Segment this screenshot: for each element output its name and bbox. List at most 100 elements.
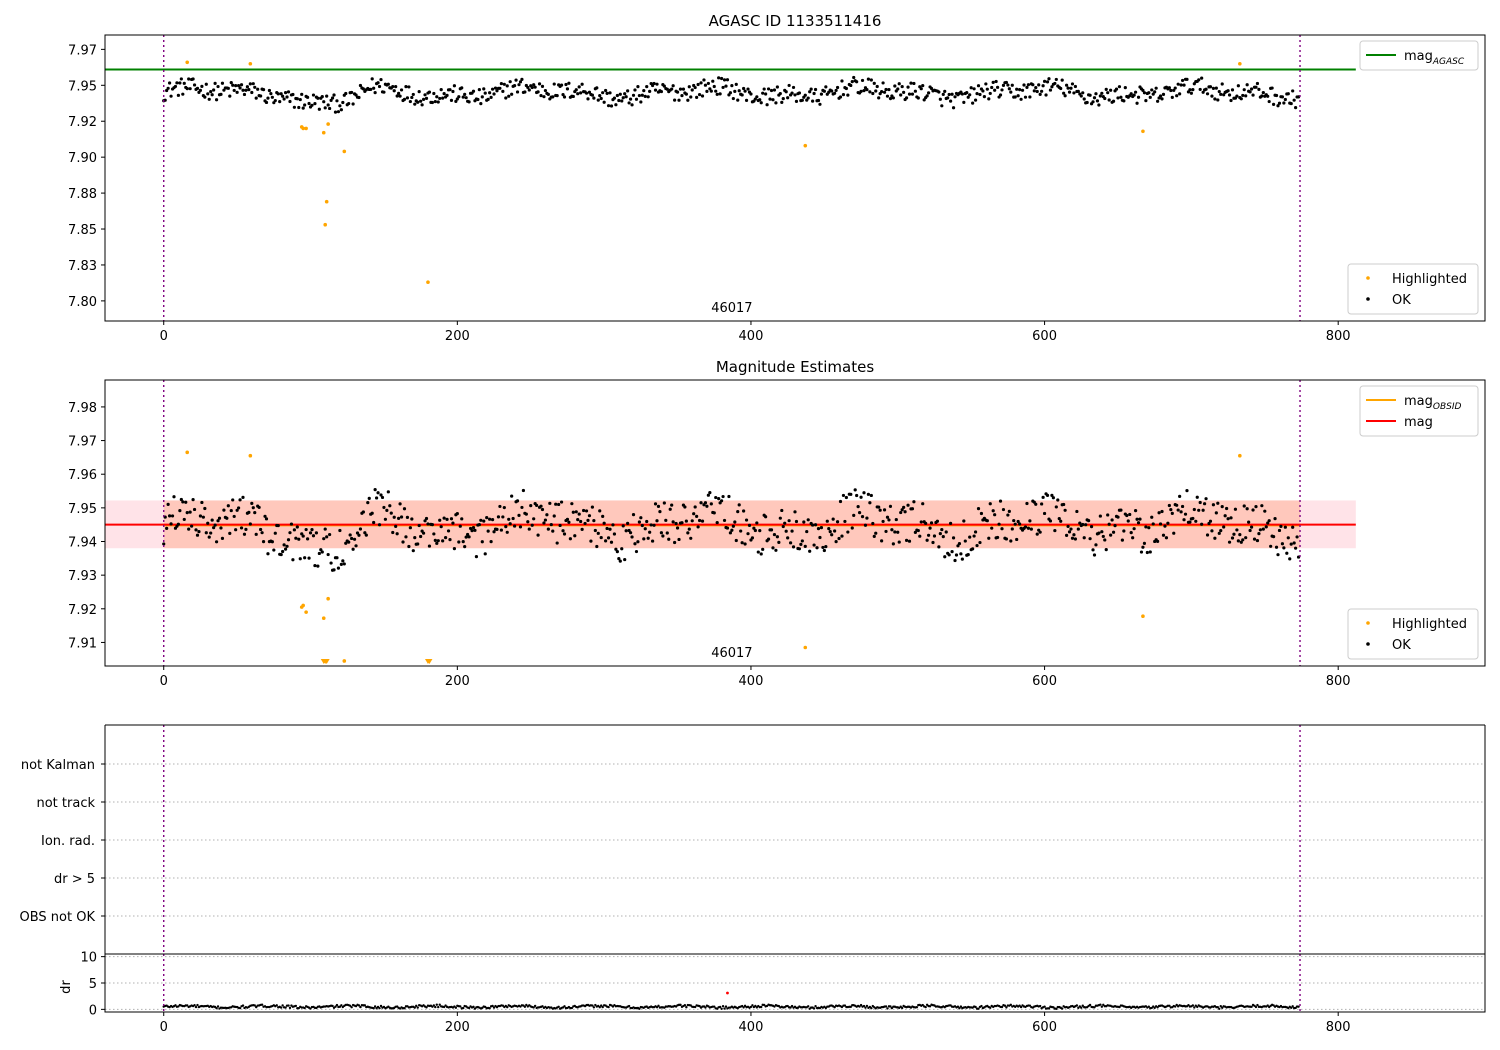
p0-ok-point-315: [624, 95, 628, 99]
p3-dr-point-293: [592, 1006, 596, 1009]
p1-ok-point-38: [217, 516, 222, 520]
p0-ok-point-468: [849, 83, 853, 88]
p1-ok-point-223: [489, 539, 493, 544]
p1-ok-point-239: [512, 524, 517, 528]
p0-ok-point-51: [236, 84, 241, 88]
p0-ok-point-547: [965, 91, 969, 95]
p1-ok-point-462: [840, 534, 844, 538]
p0-ok-point-737: [1244, 94, 1248, 98]
p1-ok-point-203: [460, 517, 464, 521]
p1-ok-point-202: [458, 524, 462, 528]
p0-ok-point-72: [267, 88, 272, 93]
p1-ok-point-730: [1233, 507, 1238, 511]
p0-ok-point-189: [439, 88, 443, 92]
p1-ok-point-204: [461, 540, 465, 544]
p0-ok-point-311: [618, 92, 622, 96]
p3-dr-point-247: [525, 1003, 528, 1007]
p1-ok-point-360: [690, 519, 694, 523]
p1-ok-point-523: [929, 521, 934, 525]
p1-ok-point-482: [869, 493, 873, 498]
p0-ok-point-285: [580, 82, 584, 86]
p1-ok-point-748: [1260, 504, 1264, 508]
p1-ok-point-772: [1295, 535, 1299, 539]
p1-ok-point-476: [860, 515, 865, 519]
p1-ok-point-574: [1004, 537, 1009, 541]
p1-ok-point-556: [978, 540, 982, 545]
p1-ytick-label-2: 7.93: [68, 569, 97, 584]
p0-ok-point-766: [1286, 92, 1290, 96]
p0-ok-point-171: [413, 102, 417, 106]
p0-ok-point-48: [232, 88, 236, 93]
p0-ok-point-721: [1220, 82, 1224, 86]
p1-ok-point-242: [517, 513, 521, 517]
p1-ok-point-211: [471, 525, 476, 530]
p0-ok-point-511: [912, 81, 916, 86]
p1-ok-point-693: [1179, 510, 1183, 514]
p3-dr-point-400: [749, 1005, 753, 1009]
p1-ok-point-485: [874, 531, 878, 535]
p3-dr-point-258: [541, 1005, 544, 1008]
p1-frame: [104, 379, 1486, 667]
p3-dr-point-36: [215, 1007, 218, 1010]
p1-ok-point-405: [756, 550, 760, 554]
p0-ok-point-95: [301, 106, 305, 110]
p1-ok-point-451: [824, 545, 828, 549]
p0-highlighted-point-5: [321, 130, 326, 135]
p1-ok-point-145: [374, 496, 379, 500]
p0-ok-point-98: [305, 95, 310, 99]
p1-ok-point-610: [1057, 517, 1061, 521]
p0-ok-point-424: [784, 90, 788, 94]
p0-ok-point-266: [552, 82, 556, 86]
p1-ok-point-414: [769, 528, 774, 532]
p3-dr-point-382: [723, 1007, 726, 1010]
p1-ok-point-695: [1182, 518, 1186, 522]
p1-ok-point-316: [626, 521, 630, 525]
p1-ok-point-622: [1075, 509, 1079, 514]
p3-dr-point-571: [1000, 1005, 1004, 1009]
p0-ok-point-321: [633, 88, 637, 92]
p0-ok-point-477: [862, 89, 866, 93]
p3-dr-point-428: [790, 1004, 794, 1008]
p0-ok-point-745: [1255, 81, 1260, 86]
p0-ok-point-501: [897, 82, 901, 86]
p0-ok-point-164: [402, 97, 407, 101]
p0-ok-point-99: [307, 101, 311, 106]
p3-dr-point-297: [598, 1005, 601, 1009]
p1-ok-point-351: [677, 537, 681, 542]
p1-ok-point-349: [674, 521, 678, 526]
p3-dr-point-542: [958, 1007, 961, 1010]
p1-ok-point-530: [940, 527, 944, 532]
p0-ok-point-404: [755, 95, 759, 99]
p0-points: [162, 60, 1301, 284]
p3-dr-point-185: [434, 1005, 437, 1009]
p0-ok-point-348: [673, 98, 677, 102]
p1-ok-point-653: [1120, 538, 1124, 542]
p0-ok-point-744: [1254, 85, 1258, 89]
p1-ok-point-215: [477, 522, 481, 527]
p0-ok-point-593: [1032, 89, 1036, 93]
p1-title: Magnitude Estimates: [716, 358, 874, 376]
p1-ok-point-732: [1236, 539, 1240, 543]
p1-ok-point-712: [1207, 521, 1211, 526]
p1-ok-point-297: [598, 509, 602, 513]
p3-dr-point-395: [742, 1006, 745, 1009]
p0-ok-point-313: [621, 96, 625, 100]
p0-ok-point-715: [1211, 86, 1216, 90]
p0-ok-point-429: [791, 85, 796, 90]
p3-dr-point-634: [1093, 1006, 1096, 1009]
p0-ok-point-91: [295, 97, 299, 101]
p0-ok-point-647: [1111, 99, 1116, 103]
p1-ok-point-657: [1126, 519, 1130, 523]
p0-ok-point-627: [1082, 97, 1086, 101]
p1-ok-point-315: [624, 529, 628, 533]
p1-ok-point-162: [399, 515, 404, 519]
p1-highlighted-point-10: [1238, 453, 1242, 458]
p0-ok-point-356: [684, 92, 688, 96]
p0-ok-point-694: [1180, 78, 1185, 83]
p0-ok-point-708: [1201, 90, 1205, 94]
p2-row-label-1: not track: [36, 796, 95, 811]
p3-dr-point-701: [1191, 1004, 1195, 1007]
p0-ok-point-655: [1123, 86, 1127, 90]
p1-ok-point-704: [1195, 495, 1199, 499]
p1-ok-point-26: [200, 500, 204, 505]
